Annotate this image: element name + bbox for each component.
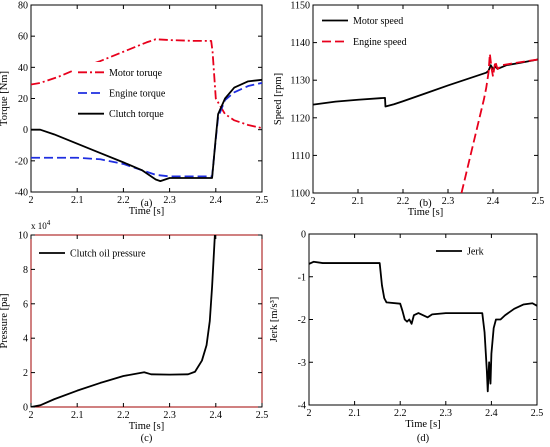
legend: Motor toruqe Engine torque Clutch torque: [74, 62, 166, 124]
x-tick-label: 2.2: [117, 195, 130, 206]
y-tick-label: 1140: [290, 38, 310, 49]
chart-d: 2 2.1 2.2 2.3 2.4 2.5 -4 -3 -2 -1 0 Time [s] Jerk [m…: [269, 230, 543, 445]
x-tick-label: 2.4: [210, 195, 223, 206]
x-tick-label: 2: [311, 196, 316, 207]
y-tick-label: 80: [18, 1, 28, 12]
y-tick-label: 10: [18, 231, 28, 242]
y-tick-label: 1130: [290, 76, 310, 87]
legend: Clutch oil pressure: [35, 240, 167, 266]
y-tick-label: 8: [23, 265, 28, 276]
plot-frame: [30, 234, 263, 408]
subplot-caption: (b): [419, 198, 432, 209]
y-tick-label: 60: [18, 32, 28, 43]
y-tick-label: 1100: [290, 189, 310, 200]
x-tick-label: 2.2: [394, 408, 407, 419]
x-tick-label: 2.1: [352, 196, 365, 207]
x-tick-label: 2.2: [397, 196, 410, 207]
y-tick-label: -1: [298, 272, 306, 283]
y-axis-label: Pressure [pa]: [0, 293, 10, 348]
legend-label: Clutch torque: [109, 109, 164, 120]
x-axis-label: Time [s]: [405, 419, 441, 430]
y-tick-label: 0: [23, 403, 28, 414]
x-tick-label: 2.5: [531, 408, 544, 419]
y-tick-label: -2: [298, 315, 306, 326]
series-line: [31, 78, 262, 182]
x-tick-label: 2.4: [485, 408, 498, 419]
subplot-caption: (c): [141, 433, 153, 444]
y-tick-label: 20: [18, 94, 28, 105]
x-axis-label: Time [s]: [129, 206, 165, 217]
y-tick-label: -4: [298, 401, 306, 412]
y-tick-label: 1110: [291, 151, 310, 162]
x-tick-label: 2.3: [163, 195, 176, 206]
series-line: [313, 58, 538, 108]
series-line: [31, 38, 262, 129]
series-line: [31, 235, 216, 407]
legend: Motor speed Engine speed: [318, 10, 428, 52]
x-tick-label: 2.4: [487, 196, 500, 207]
y-tick-label: -40: [15, 188, 28, 199]
x-tick-label: 2.1: [71, 410, 84, 421]
y-tick-label: 4: [23, 334, 28, 345]
subplot-caption: (d): [417, 433, 430, 444]
y-tick-label: 6: [23, 299, 28, 310]
legend: Jerk: [432, 239, 532, 263]
subplot-caption: (a): [141, 198, 153, 209]
x-tick-label: 2.5: [256, 410, 269, 421]
y-tick-label: 2: [23, 368, 28, 379]
x-tick-label: 2.5: [532, 196, 545, 207]
y-tick-label: 0: [301, 230, 306, 241]
x-tick-label: 2.3: [440, 408, 453, 419]
y-axis-label: Speed [rpm]: [273, 73, 284, 125]
y-axis-label: Jerk [m/s³]: [269, 297, 280, 342]
x-tick-label: 2: [307, 408, 312, 419]
x-tick-label: 2.4: [210, 410, 223, 421]
x-tick-label: 2.3: [442, 196, 455, 207]
x-tick-label: 2: [29, 195, 34, 206]
legend-label: Engine torque: [109, 89, 166, 100]
legend-label: Motor toruqe: [109, 68, 163, 79]
y-tick-label: 40: [18, 63, 28, 74]
legend-label: Motor speed: [353, 16, 403, 27]
legend-label: Jerk: [467, 247, 484, 258]
legend-label: Engine speed: [353, 37, 407, 48]
x-axis-label: Time [s]: [408, 207, 444, 218]
x-tick-label: 2.5: [256, 195, 269, 206]
x-tick-label: 2.3: [163, 410, 176, 421]
y-tick-label: -20: [15, 156, 28, 167]
chart-a: 2 2.1 2.2 2.3 2.4 2.5 -40 -20 0 20 40 60 80 Time [s] T…: [0, 1, 268, 218]
y-tick-label: 1120: [290, 113, 310, 124]
chart-b: 2 2.1 2.2 2.3 2.4 2.5 1100 1110 1120 1130 1140 1150…: [273, 1, 544, 219]
legend-label: Clutch oil pressure: [70, 249, 146, 260]
x-axis-label: Time [s]: [129, 421, 165, 432]
x-tick-label: 2.1: [71, 195, 84, 206]
axis-exponent: x 104: [31, 219, 51, 231]
y-tick-label: 1150: [290, 1, 310, 12]
y-tick-label: -3: [298, 358, 306, 369]
x-tick-label: 2.2: [117, 410, 130, 421]
x-tick-label: 2: [29, 410, 34, 421]
y-axis-label: Torque [Nm]: [0, 71, 10, 126]
legend-box: [318, 10, 428, 52]
x-tick-label: 2.1: [348, 408, 361, 419]
series-line: [460, 52, 538, 193]
y-tick-label: 0: [23, 125, 28, 136]
series-line: [309, 260, 537, 393]
plot-frame: [312, 4, 539, 194]
